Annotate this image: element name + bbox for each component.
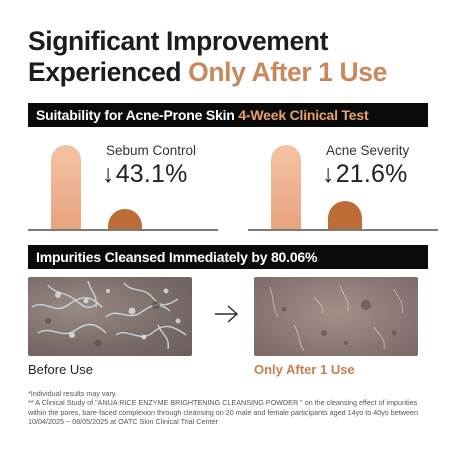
metric-bar-before: [51, 145, 81, 229]
headline-line-2-accent: Only After 1 Use: [188, 57, 387, 87]
headline-line-1: Significant Improvement: [28, 26, 329, 56]
metric-value: ↓21.6%: [322, 160, 408, 189]
after-skin-photo: [254, 277, 418, 356]
metric-label: Acne Severity: [326, 143, 410, 158]
chart-baseline: [248, 229, 438, 231]
metric-value-number: 21.6%: [335, 160, 408, 188]
clinical-band-accent: 4-Week Clinical Test: [238, 107, 369, 123]
metric-bar-after: [328, 201, 362, 229]
metric-label: Sebum Control: [106, 143, 197, 158]
right-arrow-icon: [215, 305, 239, 323]
metric-bar-after: [108, 209, 142, 229]
clean-skin-texture: [269, 284, 403, 352]
metric-value-number: 43.1%: [115, 160, 188, 188]
footnote-disclaimer: *Individual results may vary.: [28, 389, 117, 398]
before-skin-photo: [28, 277, 192, 356]
impurities-band: Impurities Cleansed Immediately by 80.06…: [28, 245, 428, 269]
clinical-test-band: Suitability for Acne-Prone Skin 4-Week C…: [28, 103, 428, 127]
metric-bar-before: [271, 145, 301, 229]
footnote-study: ** A Clinical Study of "ANUA RICE ENZYME…: [28, 398, 418, 427]
headline: Significant Improvement Experienced Only…: [28, 26, 438, 88]
metric-chart-sebum-control: Sebum Control ↓43.1%: [28, 140, 218, 232]
metric-value: ↓43.1%: [102, 160, 188, 189]
down-arrow-icon: ↓: [102, 160, 115, 188]
after-caption: Only After 1 Use: [254, 362, 355, 377]
impurities-texture: [31, 280, 187, 350]
footnote: *Individual results may vary. ** A Clini…: [28, 389, 433, 427]
headline-line-2-lead: Experienced: [28, 57, 189, 87]
headline-line-2: Experienced Only After 1 Use: [28, 57, 438, 88]
clinical-band-lead: Suitability for Acne-Prone Skin: [36, 107, 239, 123]
chart-baseline: [28, 229, 218, 231]
before-caption: Before Use: [28, 362, 94, 377]
down-arrow-icon: ↓: [322, 160, 335, 188]
metric-chart-acne-severity: Acne Severity ↓21.6%: [248, 140, 438, 232]
